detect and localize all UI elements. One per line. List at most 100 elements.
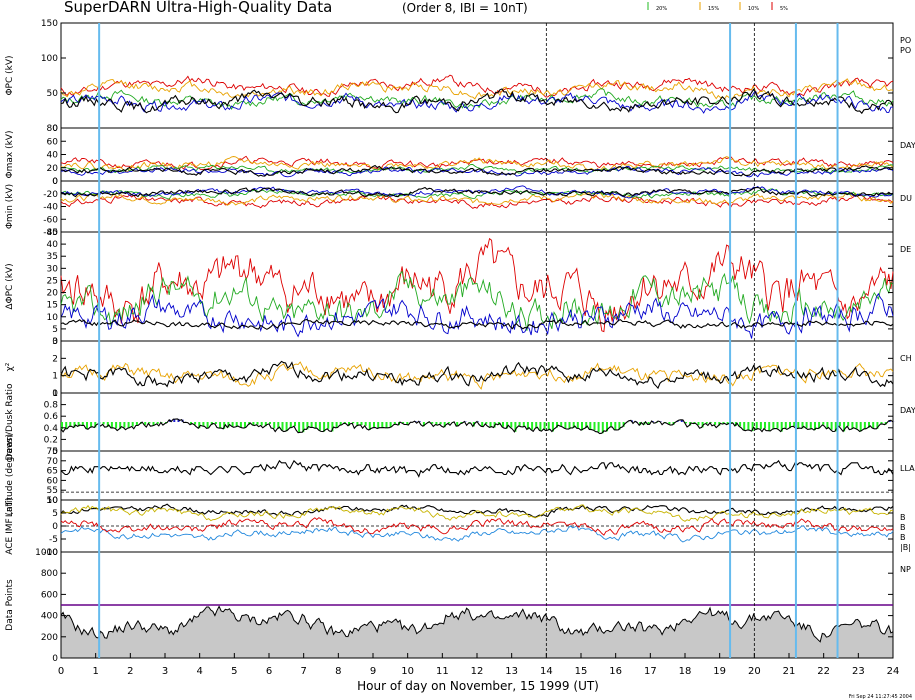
figure-subtitle: (Order 8, IBI = 10nT) [402,1,528,15]
ratio-fill [239,422,242,428]
ratio-fill [69,422,72,427]
y-tick-label: 400 [41,612,58,622]
x-tick-label: 10 [401,666,414,677]
series-red [60,74,894,98]
ratio-fill [522,422,525,427]
ratio-fill [743,422,746,430]
x-tick-label: 17 [644,666,657,677]
y-tick-label: 1000 [35,548,58,558]
y-tick-label: -20 [43,190,58,200]
ratio-fill [497,422,500,425]
x-tick-label: 18 [679,666,692,677]
y-tick-label: 55 [47,486,58,496]
ratio-fill [489,422,492,428]
x-tick-label: 24 [887,666,900,677]
y-tick-label: 0 [52,522,58,532]
ratio-fill [431,422,434,424]
ratio-fill [223,422,226,429]
ratio-fill [514,422,517,432]
ratio-fill [685,422,687,424]
ratio-fill [614,422,617,430]
panel-frame [60,180,894,233]
right-label: B [900,533,906,542]
ratio-fill [589,422,592,430]
ratio-fill [373,422,375,428]
ratio-fill [572,422,575,428]
ratio-fill [352,422,355,424]
ratio-fill [123,422,126,428]
right-label: B [900,523,906,532]
ratio-fill [676,421,679,422]
ratio-fill [601,422,604,434]
ratio-fill [310,422,313,428]
ratio-fill [389,422,392,428]
ratio-fill [156,422,159,424]
ratio-fill [551,422,554,432]
right-label: LLA [900,464,915,473]
legend-label: 5% [780,6,788,12]
ratio-fill [847,422,850,427]
ratio-fill [302,422,305,433]
y-tick-label: 0 [52,337,58,347]
x-tick-label: 1 [92,666,98,677]
y-axis-label: Φmax (kV) [5,131,15,179]
y-tick-label: 0 [52,177,58,187]
ratio-fill [418,421,421,422]
x-tick-label: 8 [335,666,341,677]
ratio-fill [152,422,155,426]
ratio-fill [244,422,246,429]
ratio-fill [764,422,766,429]
ratio-fill [61,422,63,430]
y-tick-label: 50 [47,89,59,99]
ratio-fill [585,422,588,428]
ratio-fill [793,422,796,427]
ratio-fill [705,422,708,424]
y-tick-label: -60 [43,215,58,225]
ratio-fill [264,422,267,427]
y-tick-label: -10 [43,548,58,558]
y-axis-label: ΦPC (kV) [5,55,15,95]
y-axis-label: ΔΦPC (kV) [5,263,15,309]
ratio-fill [294,422,296,427]
ratio-fill [693,422,696,424]
series-blue [60,292,894,339]
right-label: DU [900,194,912,203]
ratio-fill [115,422,118,429]
y-tick-label: 2 [52,354,58,364]
ratio-fill [859,422,862,432]
y-axis-label: Φmin (kV) [5,184,15,229]
ratio-fill [277,422,280,429]
ratio-fill [190,422,192,425]
ratio-fill [439,422,442,425]
ratio-fill [581,422,583,431]
ratio-fill [90,422,93,428]
ratio-fill [772,422,775,430]
series-black [60,164,894,177]
y-tick-label: 3 [52,337,58,347]
x-tick-label: 11 [436,666,449,677]
ratio-fill [822,422,825,425]
ratio-fill [818,422,821,429]
ratio-fill [622,422,625,427]
ratio-fill [722,422,725,425]
ratio-fill [135,422,138,426]
y-tick-label: 0 [52,447,58,457]
x-tick-label: 13 [505,666,518,677]
ratio-fill [568,422,571,430]
ratio-fill [618,422,621,430]
ratio-fill [468,422,471,423]
ratio-fill [834,422,837,432]
ratio-fill [285,422,288,432]
ratio-fill [510,422,513,428]
panel-dphi-pc: 0 5 10 15 20 25 30 35 40 45 ΔΦPC (kV) DE [5,228,911,347]
x-tick-label: 22 [817,666,830,677]
ratio-fill [531,422,534,430]
ratio-fill [422,422,425,427]
y-tick-label: 0 [52,654,58,664]
ratio-fill [697,422,700,426]
ratio-fill [814,422,816,431]
y-tick-label: 150 [41,19,58,29]
